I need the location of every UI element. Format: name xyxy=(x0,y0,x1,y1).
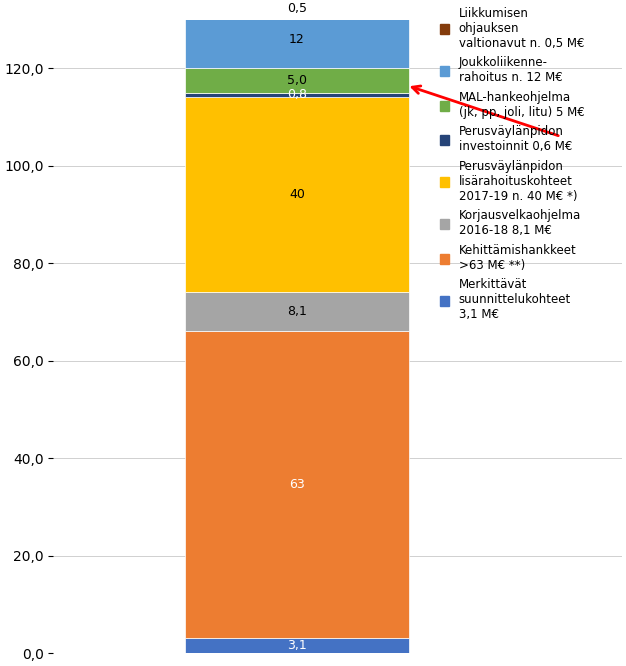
Bar xyxy=(185,69,409,93)
Text: 5,0: 5,0 xyxy=(287,74,307,87)
Bar xyxy=(185,93,409,97)
Bar xyxy=(185,7,409,10)
Legend: Liikkumisen
ohjauksen
valtionavut n. 0,5 M€, Joukkoliikenne-
rahoitus n. 12 M€, : Liikkumisen ohjauksen valtionavut n. 0,5… xyxy=(440,7,585,321)
Bar xyxy=(185,97,409,292)
Bar xyxy=(185,292,409,331)
Text: 8,1: 8,1 xyxy=(287,305,307,318)
Text: 0,5: 0,5 xyxy=(287,2,307,15)
Text: 40: 40 xyxy=(289,188,305,200)
Text: 0,8: 0,8 xyxy=(287,88,307,101)
Bar xyxy=(185,331,409,638)
Bar xyxy=(185,638,409,653)
Text: 63: 63 xyxy=(289,478,305,491)
Text: 3,1: 3,1 xyxy=(287,639,307,652)
Text: 12: 12 xyxy=(289,33,305,45)
Bar xyxy=(185,10,409,69)
